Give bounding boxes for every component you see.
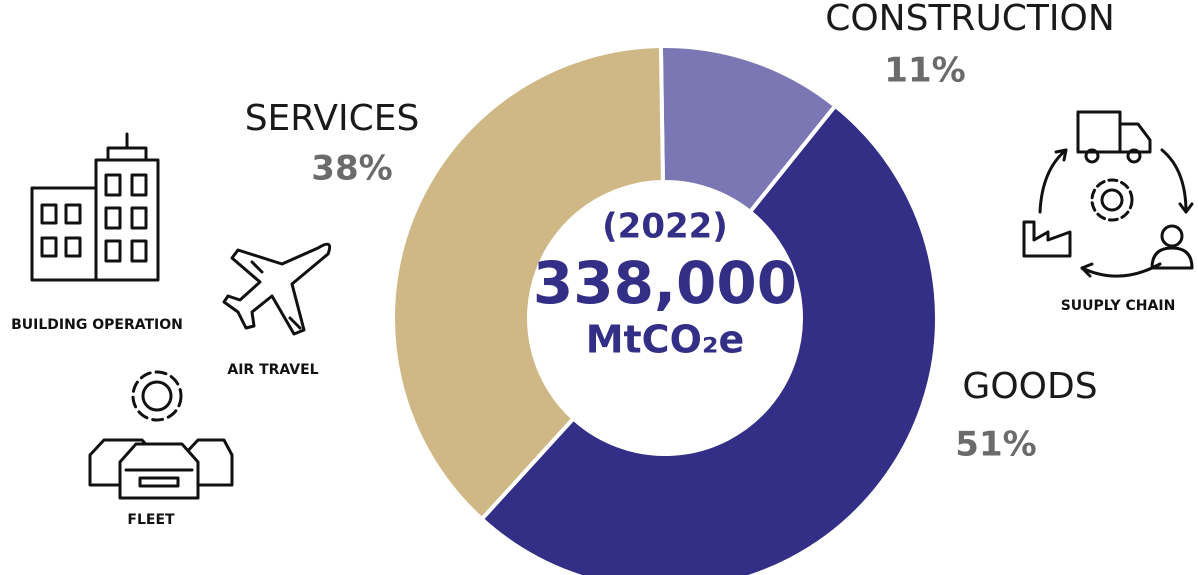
- supply-chain-icon: [1022, 110, 1194, 278]
- building-icon: [30, 132, 160, 282]
- category-label: CONSTRUCTION: [825, 0, 1115, 39]
- donut-segment: [478, 103, 939, 575]
- center-year: (2022): [602, 207, 728, 247]
- center-unit: MtCO₂e: [586, 318, 745, 362]
- plane-icon: [222, 242, 332, 336]
- center-total: 338,000: [533, 249, 797, 317]
- icon-label: FLEET: [127, 512, 175, 528]
- percent-label: 51%: [955, 425, 1036, 465]
- donut-segment: [391, 43, 665, 522]
- percent-label: 38%: [311, 149, 392, 189]
- donut: [391, 43, 939, 575]
- fleet-icon: [88, 370, 234, 500]
- category-label: GOODS: [962, 366, 1097, 407]
- icon-label: SUUPLY CHAIN: [1061, 298, 1176, 314]
- icon-label: AIR TRAVEL: [227, 362, 318, 378]
- percent-label: 11%: [884, 51, 965, 91]
- category-label: SERVICES: [245, 98, 420, 139]
- icon-label: BUILDING OPERATION: [11, 317, 183, 333]
